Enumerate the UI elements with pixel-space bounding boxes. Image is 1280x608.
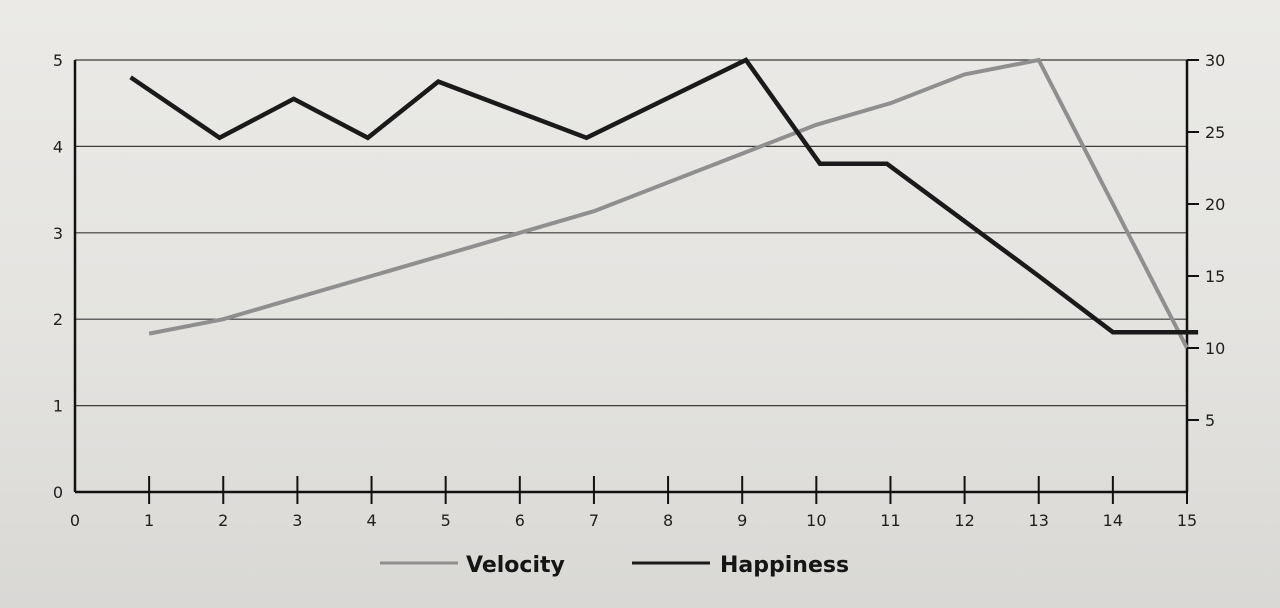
grid-lines: [75, 59, 1187, 407]
x-tick-label-6: 6: [515, 511, 525, 530]
x-tick-label-0: 0: [70, 511, 80, 530]
left-tick-label-0: 0: [53, 483, 63, 502]
series-line-velocity: [148, 57, 1189, 349]
x-tick-label-12: 12: [954, 511, 974, 530]
series-line-happiness: [129, 57, 1199, 335]
x-tick-label-4: 4: [366, 511, 376, 530]
x-tick-label-1: 1: [144, 511, 154, 530]
x-tick-label-9: 9: [737, 511, 747, 530]
series-lines: [129, 57, 1199, 349]
right-y-axis-ticks: 5 10 15 20 25 30: [1187, 51, 1225, 430]
left-y-axis-ticks: 0 1 2 3 4 5: [53, 51, 63, 502]
right-tick-label-10: 10: [1205, 339, 1225, 358]
right-tick-label-30: 30: [1205, 51, 1225, 70]
left-tick-label-5: 5: [53, 51, 63, 70]
x-tick-label-5: 5: [441, 511, 451, 530]
x-tick-label-13: 13: [1029, 511, 1049, 530]
left-tick-label-4: 4: [53, 137, 63, 156]
right-tick-label-5: 5: [1205, 411, 1215, 430]
x-axis-ticks: 0 1 2 3 4 5 6 7 8 9 10 11 12 13 14 15: [70, 476, 1197, 530]
left-tick-label-1: 1: [53, 397, 63, 416]
legend: Velocity Happiness: [380, 553, 849, 578]
right-tick-label-25: 25: [1205, 123, 1225, 142]
x-tick-label-7: 7: [589, 511, 599, 530]
x-tick-label-8: 8: [663, 511, 673, 530]
left-tick-label-2: 2: [53, 310, 63, 329]
left-tick-label-3: 3: [53, 224, 63, 243]
legend-velocity-label: Velocity: [466, 553, 565, 578]
x-tick-label-3: 3: [292, 511, 302, 530]
x-tick-label-2: 2: [218, 511, 228, 530]
x-tick-label-10: 10: [806, 511, 826, 530]
legend-happiness-label: Happiness: [720, 553, 849, 578]
x-tick-label-15: 15: [1177, 511, 1197, 530]
right-tick-label-15: 15: [1205, 267, 1225, 286]
x-tick-label-11: 11: [880, 511, 900, 530]
right-tick-label-20: 20: [1205, 195, 1225, 214]
x-tick-label-14: 14: [1103, 511, 1123, 530]
